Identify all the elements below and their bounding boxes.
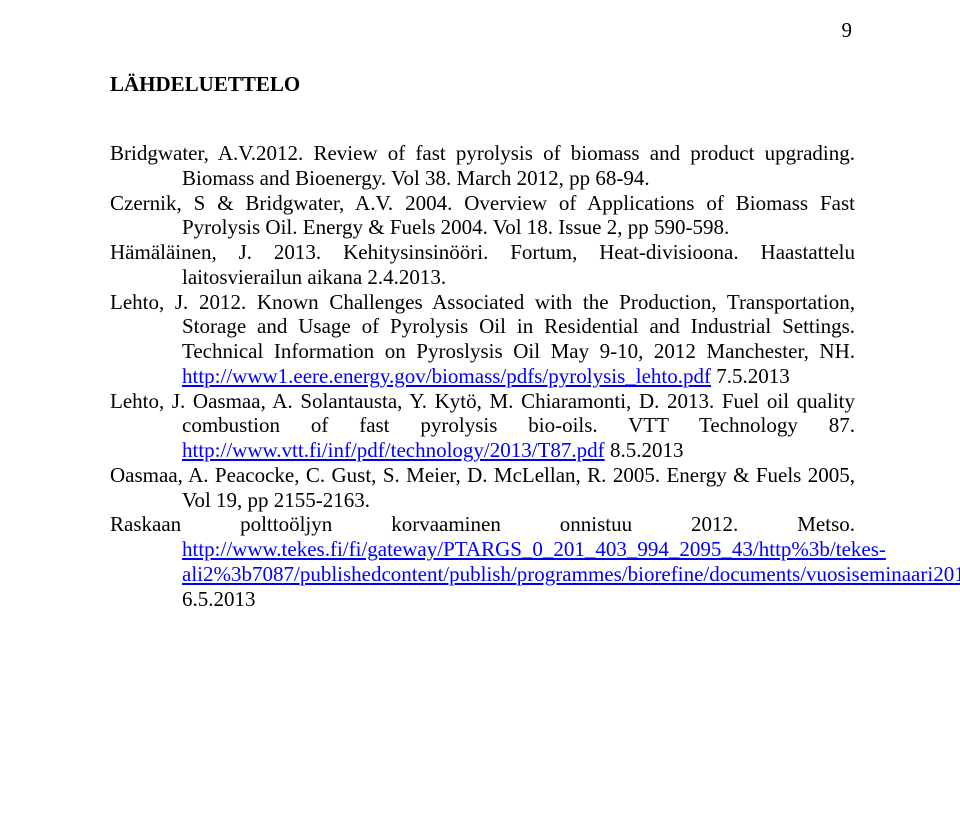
page-container: 9 LÄHDELUETTELO Bridgwater, A.V.2012. Re… xyxy=(0,0,960,612)
reference-item: Lehto, J. 2012. Known Challenges Associa… xyxy=(110,290,855,389)
reference-item: Hämäläinen, J. 2013. Kehitysinsinööri. F… xyxy=(110,240,855,290)
reference-link[interactable]: http://www.vtt.fi/inf/pdf/technology/201… xyxy=(182,438,605,462)
reference-item: Bridgwater, A.V.2012. Review of fast pyr… xyxy=(110,141,855,191)
reference-text: Bridgwater, A.V.2012. Review of fast pyr… xyxy=(110,141,855,190)
reference-suffix: 6.5.2013 xyxy=(182,587,256,611)
reference-item: Oasmaa, A. Peacocke, C. Gust, S. Meier, … xyxy=(110,463,855,513)
reference-suffix: 8.5.2013 xyxy=(605,438,684,462)
reference-text: Lehto, J. Oasmaa, A. Solantausta, Y. Kyt… xyxy=(110,389,855,438)
section-title: LÄHDELUETTELO xyxy=(110,72,855,97)
reference-text: Czernik, S & Bridgwater, A.V. 2004. Over… xyxy=(110,191,855,240)
reference-item: Lehto, J. Oasmaa, A. Solantausta, Y. Kyt… xyxy=(110,389,855,463)
page-number: 9 xyxy=(842,18,853,43)
reference-text: Oasmaa, A. Peacocke, C. Gust, S. Meier, … xyxy=(110,463,855,512)
reference-text: Raskaan polttoöljyn korvaaminen onnistuu… xyxy=(110,512,855,536)
reference-link[interactable]: http://www.tekes.fi/fi/gateway/PTARGS_0_… xyxy=(182,537,960,586)
reference-suffix: 7.5.2013 xyxy=(711,364,790,388)
reference-item: Czernik, S & Bridgwater, A.V. 2004. Over… xyxy=(110,191,855,241)
reference-text: Lehto, J. 2012. Known Challenges Associa… xyxy=(110,290,855,364)
reference-link[interactable]: http://www1.eere.energy.gov/biomass/pdfs… xyxy=(182,364,711,388)
reference-text: Hämäläinen, J. 2013. Kehitysinsinööri. F… xyxy=(110,240,855,289)
reference-item: Raskaan polttoöljyn korvaaminen onnistuu… xyxy=(110,512,855,611)
